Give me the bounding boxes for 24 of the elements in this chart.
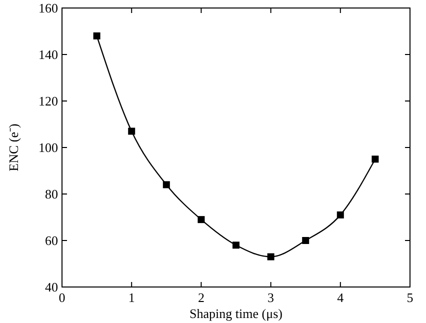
point	[302, 237, 310, 244]
point	[93, 32, 100, 40]
point	[162, 181, 170, 188]
x-tick-label: 0	[58, 290, 66, 305]
x-tick-label: 4	[337, 290, 344, 305]
point	[267, 253, 274, 260]
x-tick-label: 3	[268, 290, 274, 305]
y-tick-label: 60	[45, 233, 58, 248]
point	[232, 242, 240, 249]
x-tick-label: 5	[406, 290, 414, 305]
y-tick-label: 120	[38, 94, 58, 108]
point	[372, 156, 379, 163]
y-tick-label: 160	[38, 0, 58, 16]
y-tick-label: 80	[45, 186, 58, 202]
y-tick-label: 140	[38, 47, 58, 62]
point	[128, 128, 136, 135]
point	[198, 216, 205, 224]
y-tick-label: 40	[45, 280, 58, 294]
y-axis-title: ENC (e⁻)	[6, 124, 21, 172]
x-axis-title: Shaping time (μs)	[190, 306, 282, 321]
point	[336, 211, 344, 218]
x-tick-label: 2	[198, 290, 204, 305]
y-tick-label: 100	[38, 140, 58, 155]
x-tick-label: 1	[128, 290, 135, 305]
